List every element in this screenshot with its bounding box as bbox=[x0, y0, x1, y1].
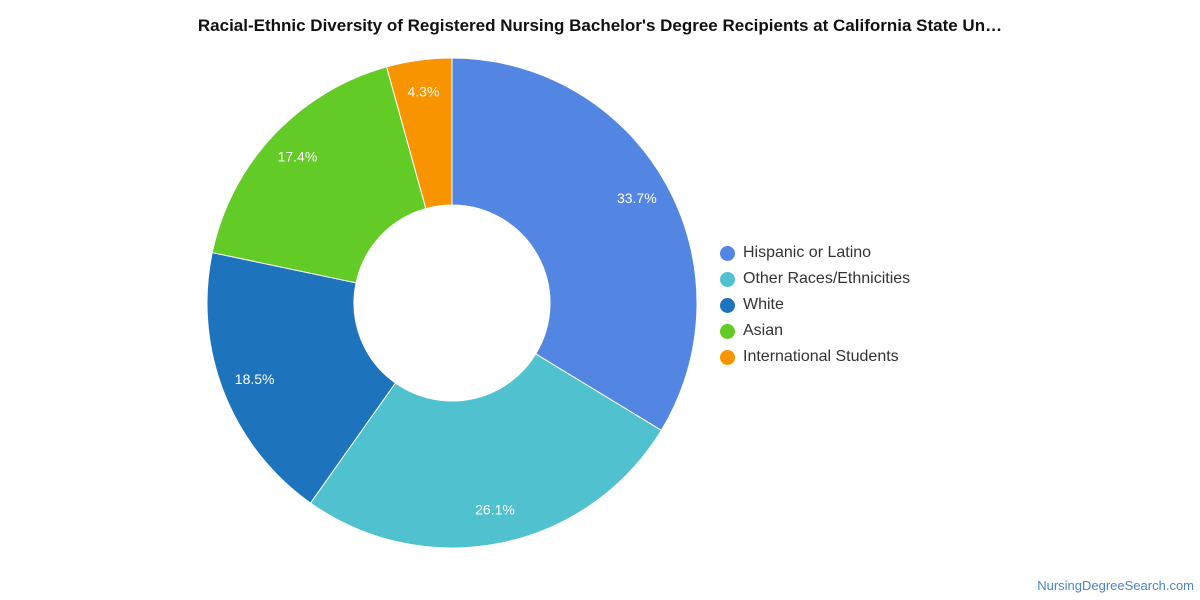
legend-swatch-icon bbox=[720, 297, 735, 313]
legend-label: Other Races/Ethnicities bbox=[743, 270, 911, 287]
legend-item-asian[interactable]: Asian bbox=[720, 318, 910, 344]
chart-legend: Hispanic or Latino Other Races/Ethniciti… bbox=[720, 240, 910, 370]
donut-slice-4[interactable] bbox=[385, 57, 453, 210]
chart-title: Racial-Ethnic Diversity of Registered Nu… bbox=[197, 16, 1003, 35]
slice-value-label-0: 33.7% bbox=[617, 190, 657, 206]
legend-label: White bbox=[743, 296, 784, 313]
legend-item-white[interactable]: White bbox=[720, 292, 910, 318]
legend-swatch-icon bbox=[720, 349, 735, 365]
source-credit-link[interactable]: NursingDegreeSearch.com bbox=[1037, 578, 1194, 593]
legend-item-hispanic-or-latino[interactable]: Hispanic or Latino bbox=[720, 240, 910, 266]
donut-slice-2[interactable] bbox=[206, 251, 397, 504]
slice-value-label-1: 26.1% bbox=[475, 501, 515, 517]
legend-swatch-icon bbox=[720, 323, 735, 339]
legend-swatch-icon bbox=[720, 245, 735, 261]
slice-value-label-3: 17.4% bbox=[278, 149, 318, 165]
legend-swatch-icon bbox=[720, 271, 735, 287]
donut-slice-3[interactable] bbox=[211, 66, 427, 284]
legend-label: International Students bbox=[743, 348, 899, 365]
legend-item-other-races-ethnicities[interactable]: Other Races/Ethnicities bbox=[720, 266, 910, 292]
legend-label: Hispanic or Latino bbox=[743, 244, 872, 261]
legend-item-international-students[interactable]: International Students bbox=[720, 344, 910, 370]
legend-label: Asian bbox=[743, 322, 784, 339]
donut-slice-0[interactable] bbox=[451, 57, 698, 432]
slice-value-label-4: 4.3% bbox=[407, 84, 439, 100]
slice-value-label-2: 18.5% bbox=[235, 371, 275, 387]
donut-slice-1[interactable] bbox=[309, 353, 662, 549]
